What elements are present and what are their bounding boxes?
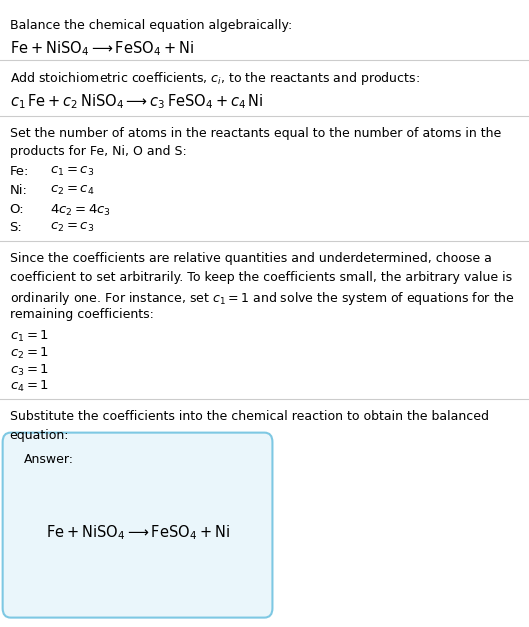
Text: $c_2 = 1$: $c_2 = 1$ <box>10 345 49 361</box>
Text: Ni:: Ni: <box>10 184 28 197</box>
Text: $c_1\, \mathregular{Fe} + c_2\, \mathregular{NiSO_4} \longrightarrow c_3\, \math: $c_1\, \mathregular{Fe} + c_2\, \mathreg… <box>10 93 263 112</box>
Text: $c_4 = 1$: $c_4 = 1$ <box>10 379 49 394</box>
Text: $c_3 = 1$: $c_3 = 1$ <box>10 362 49 377</box>
Text: $4 c_2 = 4 c_3$: $4 c_2 = 4 c_3$ <box>50 203 111 218</box>
Text: $\mathregular{Fe + NiSO_4} \longrightarrow \mathregular{FeSO_4 + Ni}$: $\mathregular{Fe + NiSO_4} \longrightarr… <box>10 40 194 58</box>
FancyBboxPatch shape <box>3 433 272 618</box>
Text: Since the coefficients are relative quantities and underdetermined, choose a: Since the coefficients are relative quan… <box>10 252 491 265</box>
Text: Fe:: Fe: <box>10 165 29 178</box>
Text: $c_1 = 1$: $c_1 = 1$ <box>10 329 49 344</box>
Text: Balance the chemical equation algebraically:: Balance the chemical equation algebraica… <box>10 19 292 32</box>
Text: Substitute the coefficients into the chemical reaction to obtain the balanced: Substitute the coefficients into the che… <box>10 410 488 423</box>
Text: coefficient to set arbitrarily. To keep the coefficients small, the arbitrary va: coefficient to set arbitrarily. To keep … <box>10 271 512 284</box>
Text: Add stoichiometric coefficients, $c_i$, to the reactants and products:: Add stoichiometric coefficients, $c_i$, … <box>10 70 419 87</box>
Text: $\mathregular{Fe + NiSO_4} \longrightarrow \mathregular{FeSO_4 + Ni}$: $\mathregular{Fe + NiSO_4} \longrightarr… <box>45 524 230 542</box>
Text: products for Fe, Ni, O and S:: products for Fe, Ni, O and S: <box>10 145 186 159</box>
Text: equation:: equation: <box>10 429 69 442</box>
Text: $c_1 = c_3$: $c_1 = c_3$ <box>50 165 95 178</box>
Text: O:: O: <box>10 203 24 216</box>
Text: ordinarily one. For instance, set $c_1 = 1$ and solve the system of equations fo: ordinarily one. For instance, set $c_1 =… <box>10 290 515 307</box>
Text: $c_2 = c_3$: $c_2 = c_3$ <box>50 221 95 234</box>
Text: Answer:: Answer: <box>24 453 74 466</box>
Text: $c_2 = c_4$: $c_2 = c_4$ <box>50 184 95 197</box>
Text: S:: S: <box>10 221 22 234</box>
Text: remaining coefficients:: remaining coefficients: <box>10 308 153 322</box>
Text: Set the number of atoms in the reactants equal to the number of atoms in the: Set the number of atoms in the reactants… <box>10 127 501 140</box>
